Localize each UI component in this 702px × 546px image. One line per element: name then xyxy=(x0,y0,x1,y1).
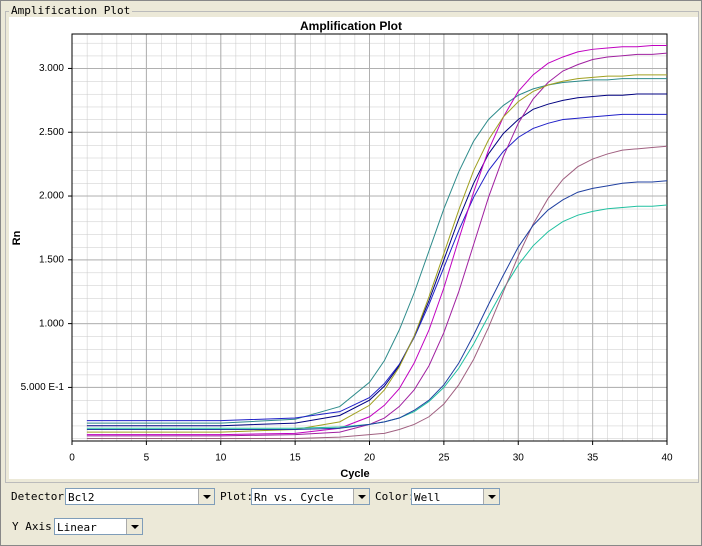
dropdown-arrow[interactable] xyxy=(198,489,214,504)
series-line xyxy=(86,204,668,429)
y-tick-label: 3.000 xyxy=(39,63,64,74)
plot-label: Plot: xyxy=(220,490,254,503)
y-tick-label: 2.000 xyxy=(39,191,64,202)
x-tick-label: 5 xyxy=(144,453,150,464)
y-tick-label: 5.000 E-1 xyxy=(21,382,65,393)
y-tick-label: 2.500 xyxy=(39,127,64,138)
group-box xyxy=(5,11,699,483)
series-line xyxy=(86,145,668,439)
dropdown-arrow[interactable] xyxy=(353,489,369,504)
x-tick-label: 20 xyxy=(364,453,376,464)
window-title: Amplification Plot xyxy=(9,4,133,17)
y-tick-label: 1.000 xyxy=(39,318,64,329)
series-line xyxy=(86,180,668,431)
series-line xyxy=(86,93,667,427)
y-axis-label-control: Y Axis: xyxy=(12,520,59,533)
x-tick-label: 15 xyxy=(290,453,302,464)
color-label: Color: xyxy=(375,490,415,503)
x-tick-label: 40 xyxy=(661,453,673,464)
y-axis-select[interactable]: Linear xyxy=(54,518,143,535)
color-value: Well xyxy=(414,491,441,504)
series-line xyxy=(86,78,667,424)
series-line xyxy=(86,74,667,433)
dropdown-arrow[interactable] xyxy=(483,489,499,504)
y-tick-label: 1.500 xyxy=(39,254,64,265)
y-axis-label: Rn xyxy=(11,230,23,245)
plot-frame xyxy=(71,33,668,442)
chart: Amplification Plot Cycle Rn 0 5 10 15 20 25 30… xyxy=(9,17,698,479)
y-axis-value: Linear xyxy=(57,521,97,534)
detector-label: Detector: xyxy=(11,490,71,503)
x-tick-label: 0 xyxy=(69,453,75,464)
detector-value: Bcl2 xyxy=(68,491,95,504)
x-tick-label: 30 xyxy=(513,453,525,464)
x-tick-label: 25 xyxy=(438,453,450,464)
plot-select[interactable]: Rn vs. Cycle xyxy=(251,488,370,505)
color-select[interactable]: Well xyxy=(411,488,500,505)
chart-title: Amplification Plot xyxy=(300,19,402,33)
x-tick-label: 10 xyxy=(215,453,227,464)
plot-value: Rn vs. Cycle xyxy=(254,491,334,504)
detector-select[interactable]: Bcl2 xyxy=(65,488,215,505)
dropdown-arrow[interactable] xyxy=(126,519,142,534)
x-axis-label: Cycle xyxy=(340,468,369,479)
series-line xyxy=(86,52,668,437)
series-line xyxy=(86,113,667,422)
x-tick-label: 35 xyxy=(587,453,599,464)
